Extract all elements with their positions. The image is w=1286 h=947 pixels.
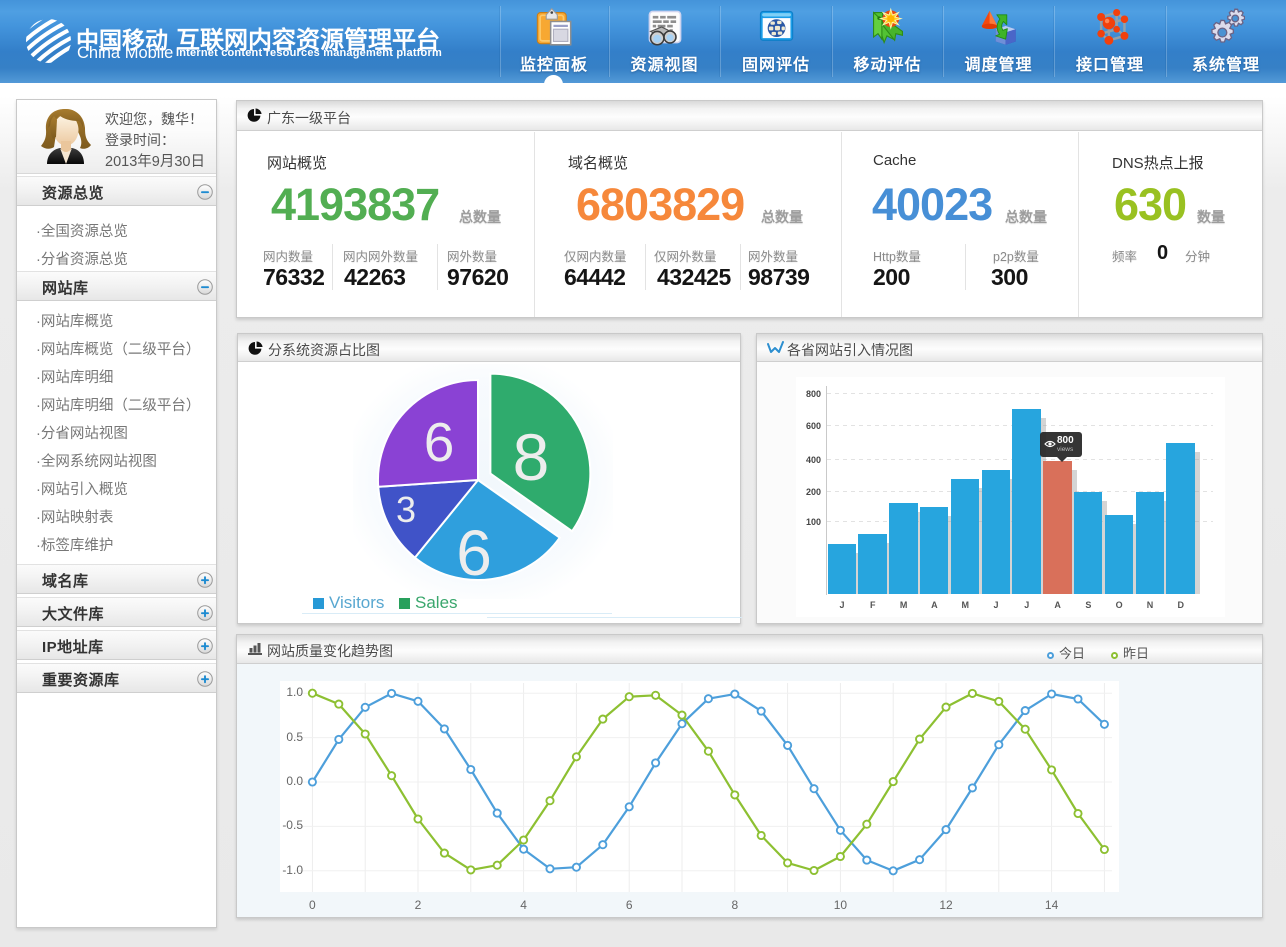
svg-text:3: 3 [396,489,416,530]
svg-text:6: 6 [456,517,492,589]
svg-text:8: 8 [513,420,550,494]
svg-text:6: 6 [424,411,455,473]
